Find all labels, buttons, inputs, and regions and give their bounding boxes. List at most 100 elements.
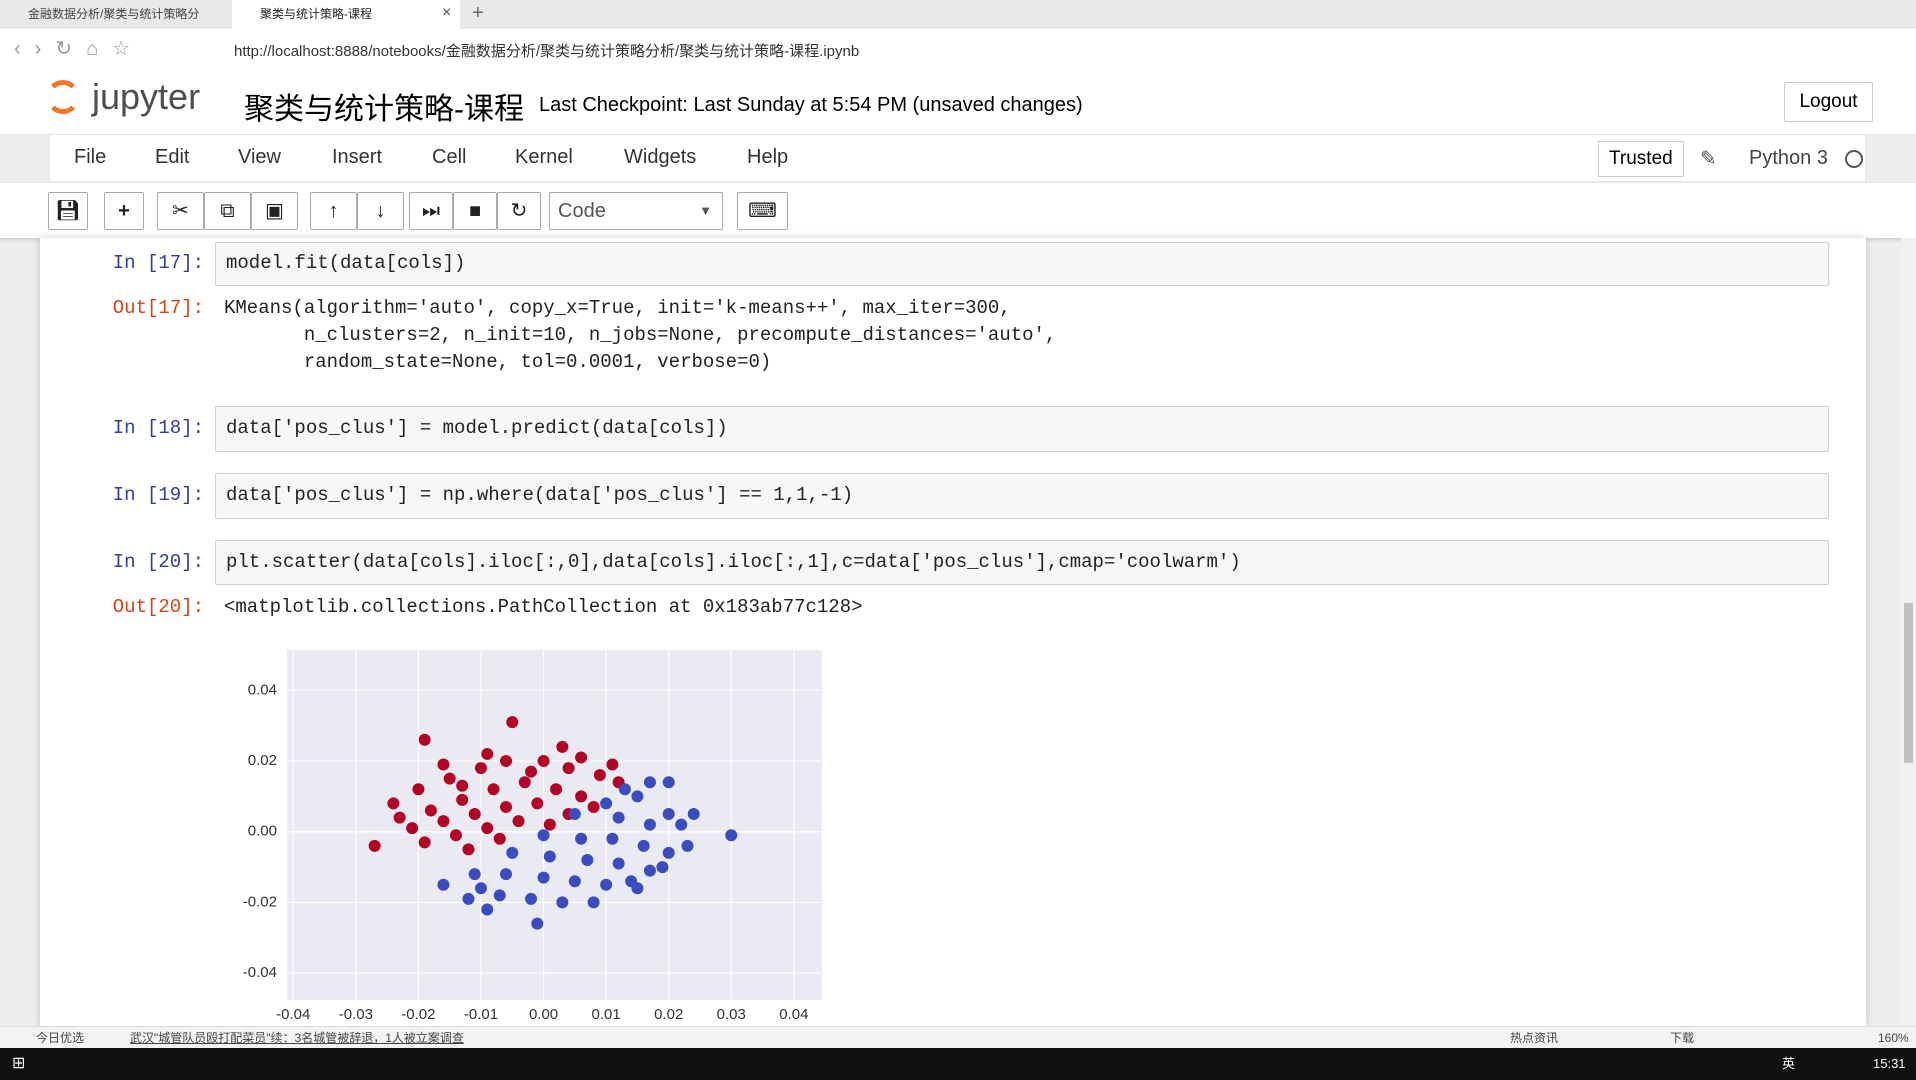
point xyxy=(443,772,456,785)
point xyxy=(481,747,494,760)
point xyxy=(456,779,469,792)
x-tick-label: 0.02 xyxy=(654,1006,683,1023)
status-left[interactable]: 今日优选 xyxy=(36,1031,85,1045)
input-area[interactable] xyxy=(215,473,1829,519)
url[interactable]: http://localhost:8888/notebooks/金融数据分析/聚… xyxy=(234,43,860,60)
menu-item[interactable]: View xyxy=(238,146,281,168)
point xyxy=(587,800,600,813)
input-prompt: In [18]: xyxy=(112,417,204,439)
point xyxy=(412,783,425,796)
menu-item[interactable]: Widgets xyxy=(624,146,697,168)
input-area[interactable] xyxy=(215,540,1829,585)
point xyxy=(462,892,475,905)
input-area[interactable] xyxy=(215,406,1829,452)
y-tick-label: -0.04 xyxy=(243,964,277,981)
code-line[interactable]: data['pos_clus'] = model.predict(data[co… xyxy=(226,417,728,439)
output-prompt: Out[17]: xyxy=(112,297,204,319)
point xyxy=(506,846,519,859)
point xyxy=(481,822,494,835)
input-area[interactable] xyxy=(215,242,1829,286)
point xyxy=(556,740,569,753)
point xyxy=(556,896,569,909)
cell-type-select[interactable]: Code ▼ xyxy=(549,192,723,230)
code-line[interactable]: plt.scatter(data[cols].iloc[:,0],data[co… xyxy=(226,550,1241,573)
run-button[interactable]: ⏭︎ xyxy=(409,192,453,230)
point xyxy=(387,797,400,810)
point xyxy=(537,871,550,884)
code-line[interactable]: data['pos_clus'] = np.where(data['pos_cl… xyxy=(226,484,854,506)
point xyxy=(537,755,550,768)
code-line[interactable]: model.fit(data[cols]) xyxy=(226,252,466,274)
ime-indicator[interactable]: 英 xyxy=(1782,1056,1796,1071)
point xyxy=(493,832,506,845)
point xyxy=(474,762,487,775)
point xyxy=(662,846,675,859)
menu-item[interactable]: Insert xyxy=(332,146,383,168)
x-tick-label: 0.00 xyxy=(529,1006,558,1023)
point xyxy=(487,783,500,796)
logo[interactable]: jupyter xyxy=(92,76,201,117)
point xyxy=(518,776,531,789)
menu-item[interactable]: Cell xyxy=(432,146,467,168)
start-button[interactable]: ⊞ xyxy=(12,1055,26,1072)
output-line: KMeans(algorithm='auto', copy_x=True, in… xyxy=(224,297,1011,319)
edit-icon[interactable]: ✎ xyxy=(1700,148,1717,170)
restart-button[interactable]: ↻ xyxy=(497,192,541,230)
point xyxy=(656,861,669,874)
point xyxy=(512,815,525,828)
x-tick-label: -0.04 xyxy=(276,1006,310,1023)
download[interactable]: 下载 xyxy=(1670,1031,1695,1045)
logout-button[interactable]: Logout xyxy=(1784,82,1873,122)
input-prompt: In [20]: xyxy=(112,550,204,573)
menu-bar xyxy=(49,134,1866,182)
point xyxy=(568,808,581,821)
move-down-button[interactable]: ↓ xyxy=(357,192,404,230)
point xyxy=(643,864,656,877)
menu-item[interactable]: Help xyxy=(747,146,789,168)
menu-item[interactable]: File xyxy=(74,146,107,168)
news-link[interactable]: 武汉"城管队员殴打配菜员"续：3名城管被辞退，1人被立案调查 xyxy=(130,1031,464,1045)
x-tick-label: -0.02 xyxy=(401,1006,435,1023)
point xyxy=(531,917,544,930)
menu-item[interactable]: Edit xyxy=(155,146,190,168)
point xyxy=(643,818,656,831)
scrollbar[interactable] xyxy=(1901,238,1916,1026)
point xyxy=(587,896,600,909)
point xyxy=(662,776,675,789)
nav-buttons[interactable]: ‹›↻⌂☆ xyxy=(14,38,145,60)
copy-button[interactable]: ⧉ xyxy=(204,192,251,230)
notebook-title[interactable]: 聚类与统计策略-课程 xyxy=(244,93,524,126)
cut-button[interactable]: ✂ xyxy=(157,192,204,230)
output-line: <matplotlib.collections.PathCollection a… xyxy=(224,596,863,618)
point xyxy=(456,793,469,806)
menu-item[interactable]: Kernel xyxy=(515,146,573,168)
point xyxy=(406,822,419,835)
move-up-button[interactable]: ↑ xyxy=(310,192,357,230)
taskbar: ⊞ 英 15:31 xyxy=(0,1048,1916,1080)
tab-active[interactable]: 聚类与统计策略-课程 xyxy=(232,0,460,29)
point xyxy=(437,758,450,771)
hot-news[interactable]: 热点资讯 xyxy=(1510,1031,1559,1045)
point xyxy=(662,808,675,821)
paste-button[interactable]: ▣ xyxy=(251,192,298,230)
trusted-indicator[interactable]: Trusted xyxy=(1598,141,1684,177)
stop-button[interactable]: ■ xyxy=(453,192,497,230)
tab[interactable]: 金融数据分析/聚类与统计策略分 xyxy=(28,7,200,21)
insert-button[interactable]: + xyxy=(104,192,144,230)
point xyxy=(625,875,638,888)
clock: 15:31 xyxy=(1873,1056,1906,1071)
save-button[interactable]: 💾︎ xyxy=(48,192,88,230)
keyboard-button[interactable]: ⌨ xyxy=(737,192,788,230)
point xyxy=(575,751,588,764)
point xyxy=(393,811,406,824)
tab-close[interactable]: × xyxy=(442,4,452,21)
new-tab[interactable]: + xyxy=(472,2,484,24)
input-prompt: In [19]: xyxy=(112,484,204,506)
point xyxy=(418,733,431,746)
point xyxy=(500,755,513,768)
point xyxy=(575,832,588,845)
point xyxy=(575,790,588,803)
point xyxy=(618,783,631,796)
point xyxy=(568,875,581,888)
zoom[interactable]: 160% xyxy=(1878,1031,1909,1045)
